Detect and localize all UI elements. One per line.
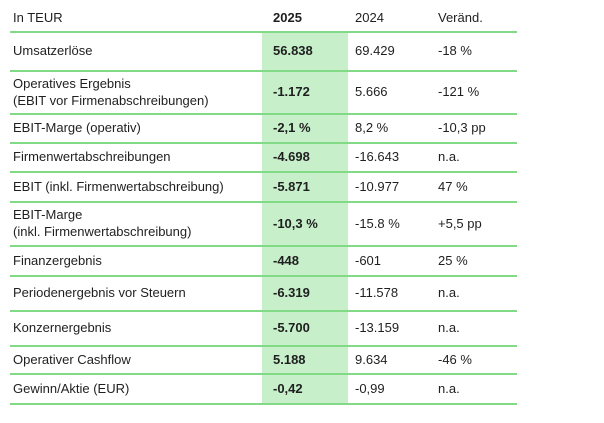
value-2025: 56.838 xyxy=(262,33,348,70)
value-2025: -4.698 xyxy=(262,144,348,171)
row-label-line1: EBIT-Marge (operativ) xyxy=(13,120,141,136)
row-label-line1: Umsatzerlöse xyxy=(13,43,93,59)
column-header-in-teur: In TEUR xyxy=(13,10,63,26)
row-label: Finanzergebnis xyxy=(10,247,262,275)
value-2025: -6.319 xyxy=(262,277,348,310)
row-label-line1: Firmenwertabschreibungen xyxy=(13,149,171,165)
value-change: n.a. xyxy=(438,285,460,301)
value-change: n.a. xyxy=(438,320,460,336)
value-change: -46 % xyxy=(438,351,472,367)
row-label-line1: EBIT-Marge xyxy=(13,207,83,223)
financial-results-table: In TEUR 2025 2024 Veränd. Umsatzerlöse 5… xyxy=(10,0,517,405)
table-row: EBIT-Marge (inkl. Firmenwertabschreibung… xyxy=(10,203,517,247)
value-2025: -1.172 xyxy=(262,72,348,113)
row-label: EBIT-Marge (inkl. Firmenwertabschreibung… xyxy=(10,203,262,245)
row-label: Periodenergebnis vor Steuern xyxy=(10,277,262,310)
row-label: Gewinn/Aktie (EUR) xyxy=(10,375,262,403)
value-change: +5,5 pp xyxy=(438,215,482,231)
row-label-line1: Gewinn/Aktie (EUR) xyxy=(13,380,130,396)
value-2024: 9.634 xyxy=(355,351,388,367)
row-label: EBIT (inkl. Firmenwertabschreibung) xyxy=(10,173,262,201)
value-change: n.a. xyxy=(438,380,460,396)
value-2025: -10,3 % xyxy=(262,203,348,245)
value-2025: -2,1 % xyxy=(262,115,348,142)
table-row: Firmenwertabschreibungen -4.698 -16.643 … xyxy=(10,144,517,173)
value-2024: 69.429 xyxy=(355,43,395,59)
row-label: Umsatzerlöse xyxy=(10,33,262,70)
value-2025: -5.700 xyxy=(262,312,348,345)
table-row: EBIT-Marge (operativ) -2,1 % 8,2 % -10,3… xyxy=(10,115,517,144)
value-2025: -5.871 xyxy=(262,173,348,201)
row-label: EBIT-Marge (operativ) xyxy=(10,115,262,142)
table-row: Operativer Cashflow 5.188 9.634 -46 % xyxy=(10,347,517,375)
value-change: -10,3 pp xyxy=(438,120,486,136)
value-2024: -16.643 xyxy=(355,149,400,165)
value-2024: -11.578 xyxy=(355,285,399,301)
value-2024: -0,99 xyxy=(355,380,385,396)
value-change: n.a. xyxy=(438,149,460,165)
value-change: 47 % xyxy=(438,178,468,194)
row-label-line1: EBIT (inkl. Firmenwertabschreibung) xyxy=(13,178,224,194)
column-header-2025: 2025 xyxy=(273,10,302,26)
value-2025: 5.188 xyxy=(262,347,348,373)
value-change: -121 % xyxy=(438,84,480,100)
table-row: Operatives Ergebnis (EBIT vor Firmenabsc… xyxy=(10,72,517,115)
value-2025: -448 xyxy=(262,247,348,275)
table-body: Umsatzerlöse 56.838 69.429 -18 % Operati… xyxy=(10,33,517,405)
row-label: Firmenwertabschreibungen xyxy=(10,144,262,171)
row-label-line2: (EBIT vor Firmenabschreibungen) xyxy=(13,92,209,108)
row-label-line1: Operatives Ergebnis xyxy=(13,75,131,91)
value-2024: -13.159 xyxy=(355,320,400,336)
value-2024: -10.977 xyxy=(355,178,400,194)
table-row: Konzernergebnis -5.700 -13.159 n.a. xyxy=(10,312,517,347)
value-2024: 8,2 % xyxy=(355,120,389,136)
value-change: -18 % xyxy=(438,43,472,59)
table-row: Umsatzerlöse 56.838 69.429 -18 % xyxy=(10,33,517,72)
row-label-line2: (inkl. Firmenwertabschreibung) xyxy=(13,224,192,239)
column-header-veraend: Veränd. xyxy=(438,10,483,26)
table-row: Gewinn/Aktie (EUR) -0,42 -0,99 n.a. xyxy=(10,375,517,405)
column-header-2024: 2024 xyxy=(355,10,384,26)
row-label-line1: Operativer Cashflow xyxy=(13,351,131,367)
table-header-row: In TEUR 2025 2024 Veränd. xyxy=(10,0,517,33)
row-label: Operatives Ergebnis (EBIT vor Firmenabsc… xyxy=(10,72,262,113)
row-label-line1: Konzernergebnis xyxy=(13,320,112,336)
value-2024: -15.8 % xyxy=(355,215,400,231)
value-2024: 5.666 xyxy=(355,84,388,100)
value-2024: -601 xyxy=(355,252,382,268)
row-label: Operativer Cashflow xyxy=(10,347,262,373)
value-2025: -0,42 xyxy=(262,375,348,403)
row-label: Konzernergebnis xyxy=(10,312,262,345)
table-row: Periodenergebnis vor Steuern -6.319 -11.… xyxy=(10,277,517,312)
value-change: 25 % xyxy=(438,252,468,268)
row-label-line1: Periodenergebnis vor Steuern xyxy=(13,285,186,301)
row-label-line1: Finanzergebnis xyxy=(13,252,102,268)
table-row: Finanzergebnis -448 -601 25 % xyxy=(10,247,517,277)
table-row: EBIT (inkl. Firmenwertabschreibung) -5.8… xyxy=(10,173,517,203)
